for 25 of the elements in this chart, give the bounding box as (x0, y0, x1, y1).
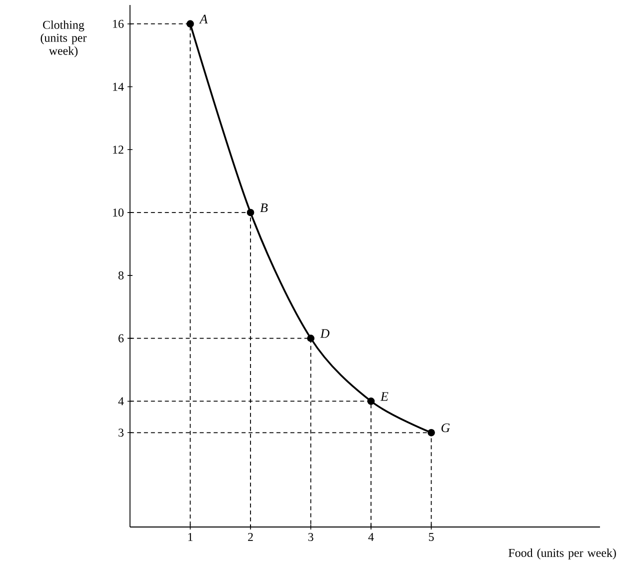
y-tick-label: 4 (118, 397, 124, 406)
point (367, 398, 375, 405)
x-tick-label: 4 (368, 533, 374, 541)
y-axis-title: Clothing (units per week) (40, 20, 87, 58)
annotation: D (320, 329, 330, 338)
y-tick-label: 12 (113, 146, 124, 154)
y-tick-label: 14 (113, 82, 124, 91)
x-tick-label: 5 (428, 533, 434, 541)
annotation: A (199, 14, 208, 24)
point (246, 208, 254, 216)
y-tick-label: 16 (113, 20, 124, 28)
y-tick-label: 10 (113, 208, 124, 217)
point (186, 20, 194, 28)
point (428, 428, 435, 436)
x-axis-title: Food (units per week) (508, 548, 616, 560)
x-tick-label: 1 (188, 533, 193, 541)
y-tick-label: 6 (118, 334, 124, 342)
x-tick-label: 2 (248, 533, 253, 541)
annotation: G (442, 423, 450, 432)
point (307, 334, 314, 342)
y-tick-label: 8 (118, 271, 124, 280)
y-tick-label: 3 (118, 428, 124, 437)
annotation: B (260, 204, 268, 212)
x-tick-label: 3 (308, 533, 314, 542)
annotation: E (380, 392, 388, 401)
